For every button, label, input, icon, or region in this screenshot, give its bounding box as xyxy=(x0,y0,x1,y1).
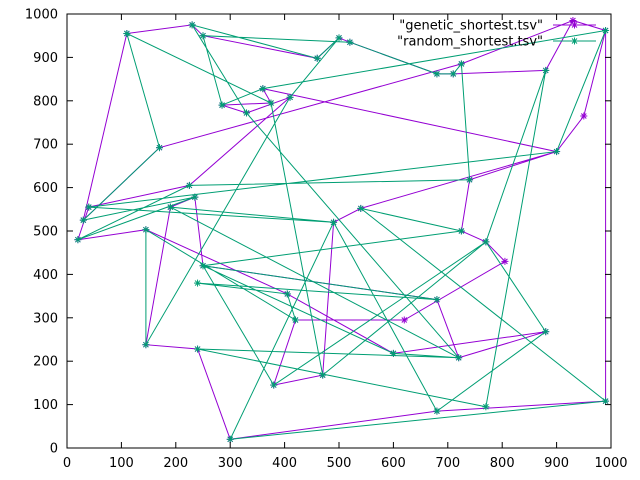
data-point xyxy=(449,70,457,78)
data-point xyxy=(283,290,291,298)
y-tick-label: 300 xyxy=(33,311,58,326)
data-point xyxy=(466,176,474,184)
data-point xyxy=(433,407,441,415)
y-tick-label: 200 xyxy=(33,355,58,370)
data-point xyxy=(79,216,87,224)
x-tick-label: 800 xyxy=(490,456,515,471)
data-point xyxy=(259,85,267,93)
y-tick-label: 800 xyxy=(33,94,58,109)
data-point xyxy=(602,26,610,34)
data-point xyxy=(142,341,150,349)
data-point xyxy=(319,371,327,379)
legend-entry-1: "random_shortest.tsv" xyxy=(397,35,596,50)
data-point xyxy=(580,112,588,120)
x-tick-label: 1000 xyxy=(594,456,627,471)
data-point xyxy=(286,93,294,101)
data-point xyxy=(457,60,465,68)
data-point xyxy=(185,181,193,189)
series-0 xyxy=(74,17,610,443)
x-tick-label: 100 xyxy=(109,456,134,471)
data-point xyxy=(455,354,463,362)
data-point xyxy=(267,99,275,107)
data-point xyxy=(191,193,199,201)
data-point xyxy=(218,101,226,109)
y-tick-label: 500 xyxy=(33,225,58,240)
data-point xyxy=(188,21,196,29)
series-1 xyxy=(74,21,610,443)
y-tick-label: 100 xyxy=(33,398,58,413)
data-point xyxy=(194,345,202,353)
data-point xyxy=(357,204,365,212)
data-point xyxy=(313,54,321,62)
x-tick-label: 300 xyxy=(218,456,243,471)
data-point xyxy=(74,236,82,244)
data-point xyxy=(199,32,207,40)
legend-marker xyxy=(571,21,578,29)
data-point xyxy=(501,257,509,265)
data-point xyxy=(226,435,234,443)
y-tick-label: 1000 xyxy=(25,8,58,23)
data-point xyxy=(194,279,202,287)
legend: "genetic_shortest.tsv""random_shortest.t… xyxy=(397,19,596,50)
x-tick-label: 400 xyxy=(272,456,297,471)
data-point xyxy=(155,144,163,152)
series-layer xyxy=(74,17,610,443)
data-point xyxy=(389,349,397,357)
data-point xyxy=(553,148,561,156)
data-point xyxy=(166,203,174,211)
x-tick-label: 0 xyxy=(63,456,71,471)
axes-layer: 0 100 200 300 400 500 600 700 800 900 1000 0 100 200 3… xyxy=(25,8,628,472)
data-point xyxy=(400,316,408,324)
data-point xyxy=(85,203,93,211)
data-point xyxy=(291,316,299,324)
data-point xyxy=(270,381,278,389)
data-point xyxy=(335,34,343,42)
y-tick-label: 700 xyxy=(33,138,58,153)
legend-label: "genetic_shortest.tsv" xyxy=(399,19,543,34)
legend-entry-0: "genetic_shortest.tsv" xyxy=(399,19,596,34)
y-tick-label: 900 xyxy=(33,51,58,66)
x-tick-label: 900 xyxy=(544,456,569,471)
data-point xyxy=(602,397,610,405)
x-tick-label: 700 xyxy=(435,456,460,471)
y-tick-label: 400 xyxy=(33,268,58,283)
data-point xyxy=(457,227,465,235)
x-tick-label: 600 xyxy=(381,456,406,471)
data-point xyxy=(542,66,550,74)
x-tick-label: 500 xyxy=(327,456,352,471)
data-point xyxy=(482,238,490,246)
legend-marker xyxy=(571,37,578,45)
data-point xyxy=(346,38,354,46)
data-point xyxy=(123,30,131,38)
y-tick-label: 600 xyxy=(33,181,58,196)
x-tick-label: 200 xyxy=(163,456,188,471)
legend-label: "random_shortest.tsv" xyxy=(397,35,543,50)
data-point xyxy=(482,403,490,411)
data-point xyxy=(243,109,251,117)
series-line-0 xyxy=(77,19,607,440)
data-point xyxy=(330,218,338,226)
data-point xyxy=(142,226,150,234)
data-point xyxy=(542,328,550,336)
series-line-1 xyxy=(77,24,607,440)
y-tick-label: 0 xyxy=(50,442,58,457)
data-point xyxy=(433,296,441,304)
data-point xyxy=(199,262,207,270)
data-point xyxy=(433,70,441,78)
